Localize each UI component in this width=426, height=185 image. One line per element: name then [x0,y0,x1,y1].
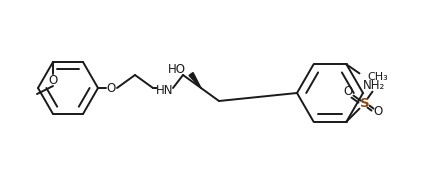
Polygon shape [189,73,201,88]
Text: S: S [360,97,369,110]
Text: HO: HO [168,63,186,75]
Text: O: O [344,85,353,98]
Text: O: O [49,73,58,87]
Text: CH₃: CH₃ [368,72,388,83]
Text: HN: HN [156,83,174,97]
Text: O: O [106,82,115,95]
Text: O: O [374,105,383,118]
Text: NH₂: NH₂ [363,79,386,92]
